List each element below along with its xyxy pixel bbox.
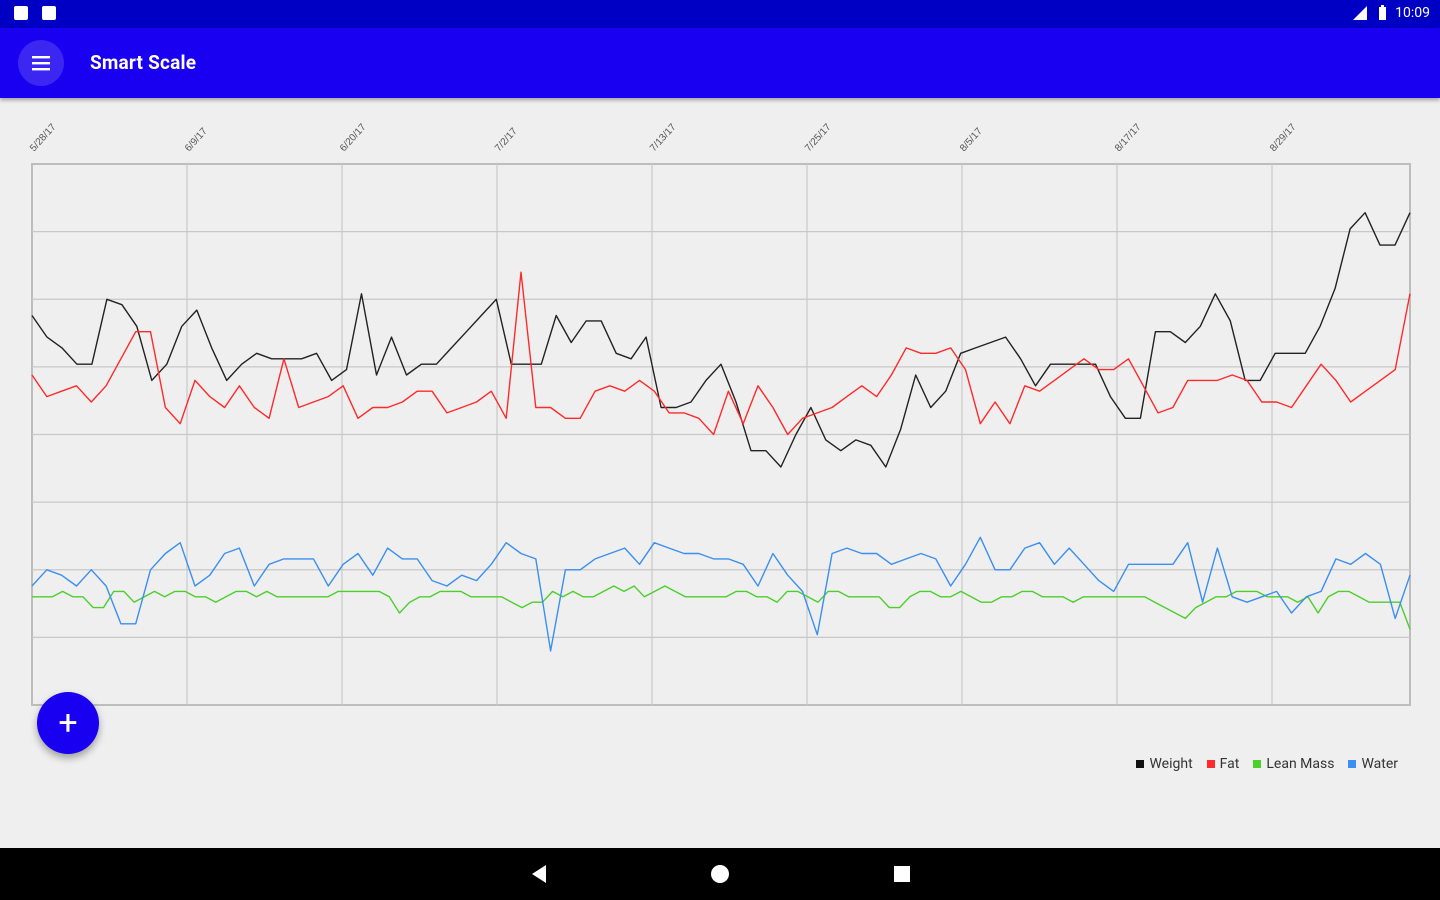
legend-swatch (1206, 760, 1215, 768)
home-icon[interactable] (708, 862, 732, 886)
legend-label: Fat (1219, 756, 1240, 772)
line-chart: 5/28/17 6/9/17 6/20/17 7/2/17 7/13/17 7/25/17… (28, 122, 1411, 706)
x-tick-label: 6/20/17 (338, 122, 369, 154)
menu-icon (32, 56, 50, 71)
x-tick-label: 7/13/17 (648, 122, 679, 154)
series-line-lean-mass (32, 585, 1411, 630)
menu-button[interactable] (18, 40, 64, 86)
app-bar: Smart Scale (0, 28, 1440, 98)
notification-icon (42, 6, 56, 20)
signal-icon (1353, 6, 1368, 20)
chart-area: 5/28/17 6/9/17 6/20/17 7/2/17 7/13/17 7/25/17… (0, 98, 1440, 848)
x-tick-label: 7/25/17 (803, 122, 834, 154)
series-line-weight (31, 211, 1411, 468)
legend-label: Water (1361, 756, 1398, 772)
legend-swatch (1253, 760, 1262, 768)
legend-item-fat: Fat (1206, 756, 1240, 772)
sim-icon (14, 6, 28, 20)
navigation-bar (0, 848, 1440, 900)
x-tick-label: 8/5/17 (958, 126, 985, 154)
x-tick-label: 5/28/17 (28, 122, 59, 154)
recents-icon[interactable] (890, 862, 914, 886)
status-bar: 10:09 (0, 0, 1440, 28)
series-line-fat (31, 271, 1411, 436)
x-tick-label: 8/17/17 (1113, 122, 1144, 154)
legend-label: Lean Mass (1266, 756, 1335, 772)
x-tick-label: 6/9/17 (183, 126, 210, 154)
legend-item-water: Water (1348, 756, 1398, 772)
legend-swatch (1136, 760, 1145, 768)
legend-item-lean-mass: Lean Mass (1253, 756, 1334, 772)
series-line-water (31, 536, 1411, 652)
app-title: Smart Scale (90, 51, 197, 74)
battery-icon (1379, 5, 1387, 20)
legend-label: Weight (1149, 756, 1193, 772)
chart-legend: Weight Fat Lean Mass Water (1136, 756, 1398, 772)
legend-item-weight: Weight (1136, 756, 1193, 772)
x-tick-label: 8/29/17 (1268, 122, 1299, 154)
legend-swatch (1348, 760, 1357, 768)
status-time: 10:09 (1395, 5, 1430, 21)
add-entry-button[interactable]: + (37, 692, 99, 754)
back-icon[interactable] (528, 862, 552, 886)
x-tick-label: 7/2/17 (493, 126, 520, 154)
add-icon: + (58, 703, 78, 743)
